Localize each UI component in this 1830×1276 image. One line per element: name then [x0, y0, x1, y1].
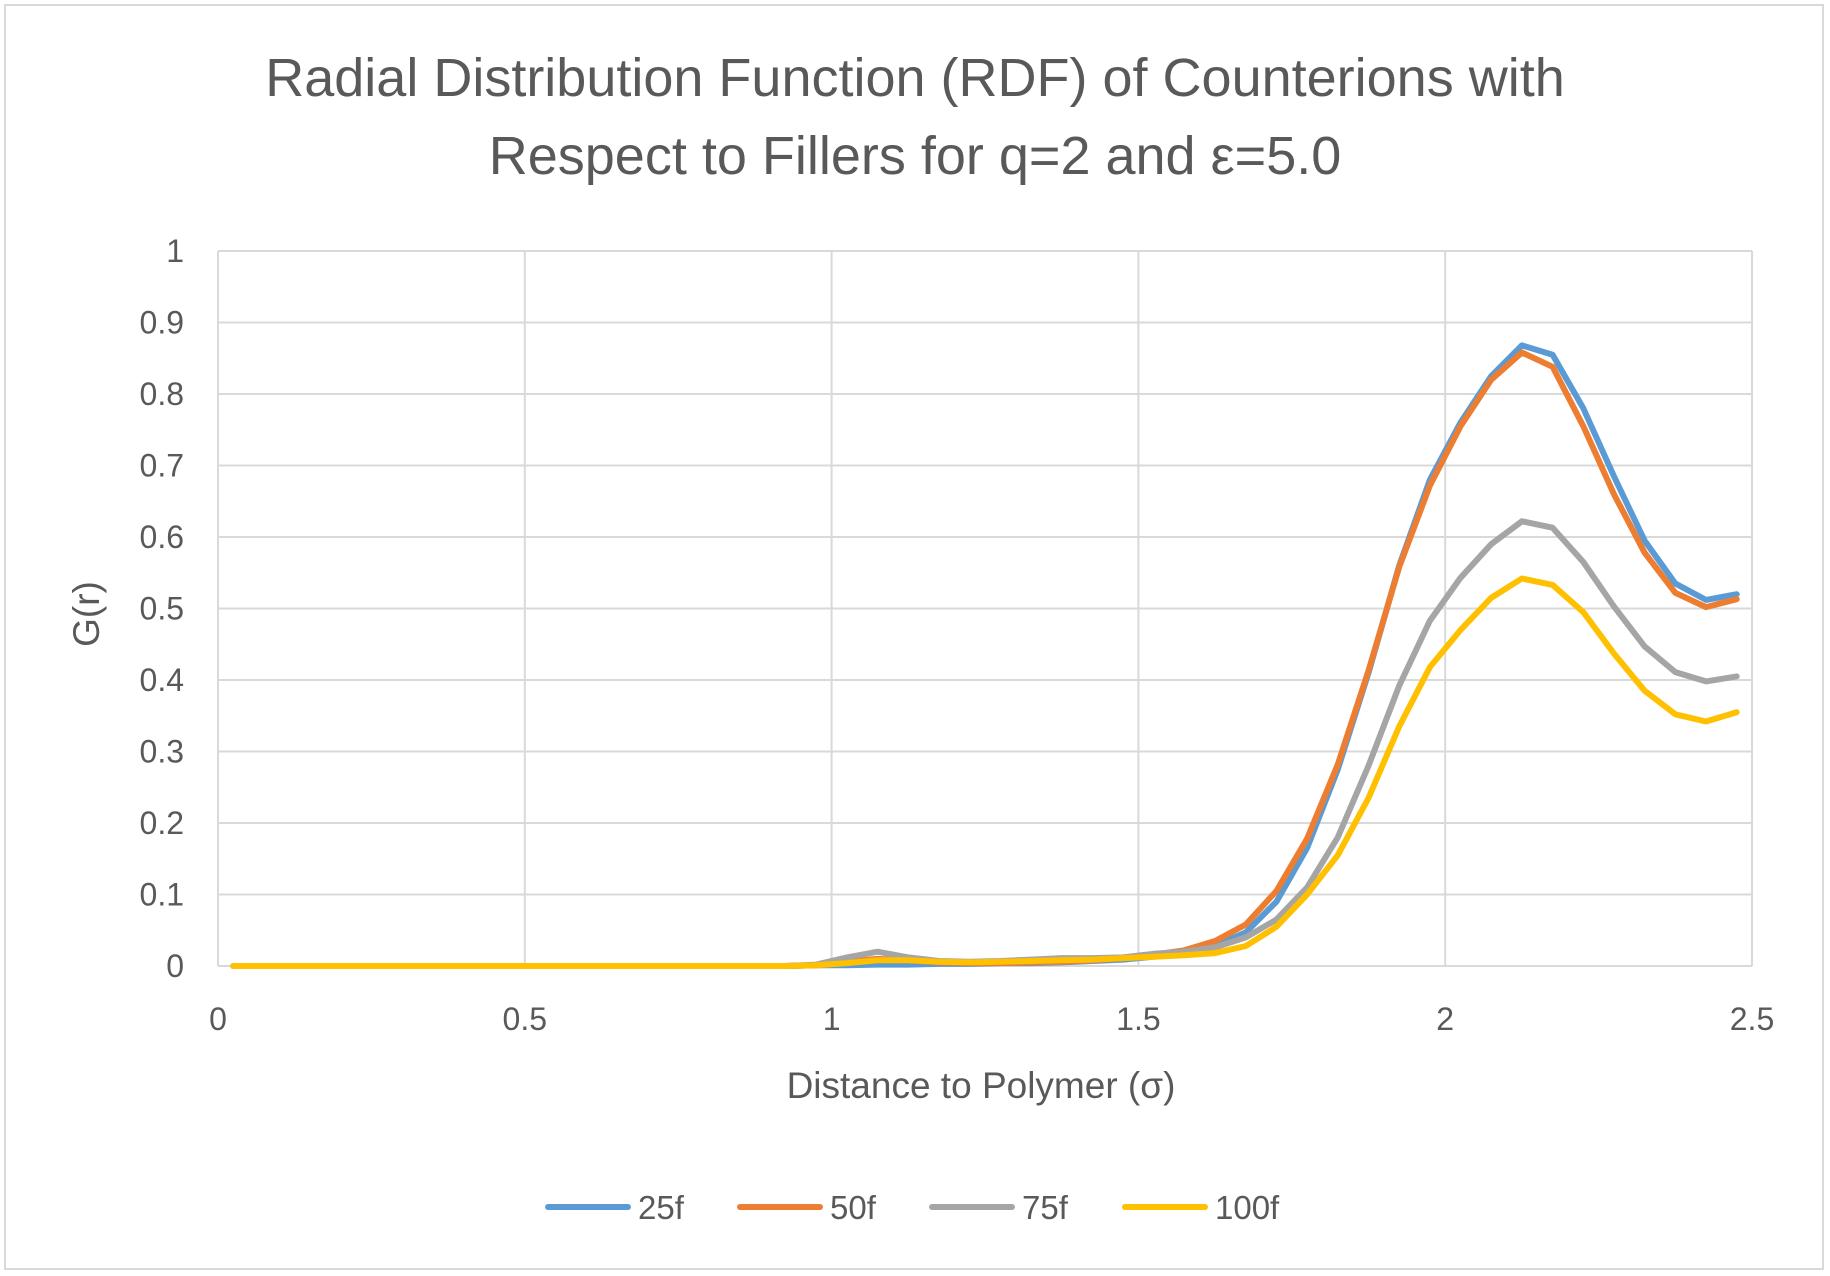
- legend-item-50f: 50f: [737, 1189, 877, 1226]
- y-tick-label: 0.5: [140, 591, 184, 627]
- y-tick-label: 0.6: [140, 519, 184, 555]
- series-lines: [230, 342, 1740, 969]
- y-tick-label: 1: [166, 233, 184, 269]
- x-tick-label: 0.5: [503, 1001, 547, 1037]
- chart-area: [4, 4, 1824, 1270]
- y-axis-ticks: 0 0.1 0.2 0.3 0.4 0.5 0.6 0.7 0.8 0.9 1: [140, 233, 184, 984]
- legend-item-100f: 100f: [1122, 1189, 1280, 1226]
- chart-legend: 25f 50f 75f 100f: [545, 1189, 1280, 1226]
- chart-title-line-1: Radial Distribution Function (RDF) of Co…: [265, 48, 1565, 108]
- x-axis-label: Distance to Polymer (σ): [787, 1065, 1176, 1106]
- y-tick-label: 0.9: [140, 305, 184, 341]
- x-axis-ticks: 0 0.5 1 1.5 2 2.5: [209, 1001, 1774, 1037]
- legend-label: 25f: [638, 1189, 685, 1226]
- y-tick-label: 0.3: [140, 734, 184, 770]
- x-tick-label: 1: [823, 1001, 841, 1037]
- legend-item-75f: 75f: [929, 1189, 1069, 1226]
- series-line-25f: [230, 342, 1740, 969]
- series-line-50f: [230, 349, 1740, 969]
- legend-item-25f: 25f: [545, 1189, 685, 1226]
- legend-label: 100f: [1215, 1189, 1280, 1226]
- series-line-100f: [230, 575, 1740, 969]
- legend-label: 75f: [1022, 1189, 1069, 1226]
- y-tick-label: 0: [166, 948, 184, 984]
- x-tick-label: 2: [1436, 1001, 1454, 1037]
- x-tick-label: 0: [209, 1001, 227, 1037]
- y-tick-label: 0.7: [140, 448, 184, 484]
- y-axis-label: G(r): [66, 581, 107, 647]
- y-tick-label: 0.4: [140, 662, 184, 698]
- y-tick-label: 0.8: [140, 376, 184, 412]
- y-tick-label: 0.1: [140, 877, 184, 913]
- plot-grid: [217, 250, 1753, 967]
- chart-title-line-2: Respect to Fillers for q=2 and ε=5.0: [489, 126, 1342, 186]
- x-tick-label: 2.5: [1730, 1001, 1774, 1037]
- x-tick-label: 1.5: [1116, 1001, 1160, 1037]
- y-tick-label: 0.2: [140, 805, 184, 841]
- legend-label: 50f: [830, 1189, 877, 1226]
